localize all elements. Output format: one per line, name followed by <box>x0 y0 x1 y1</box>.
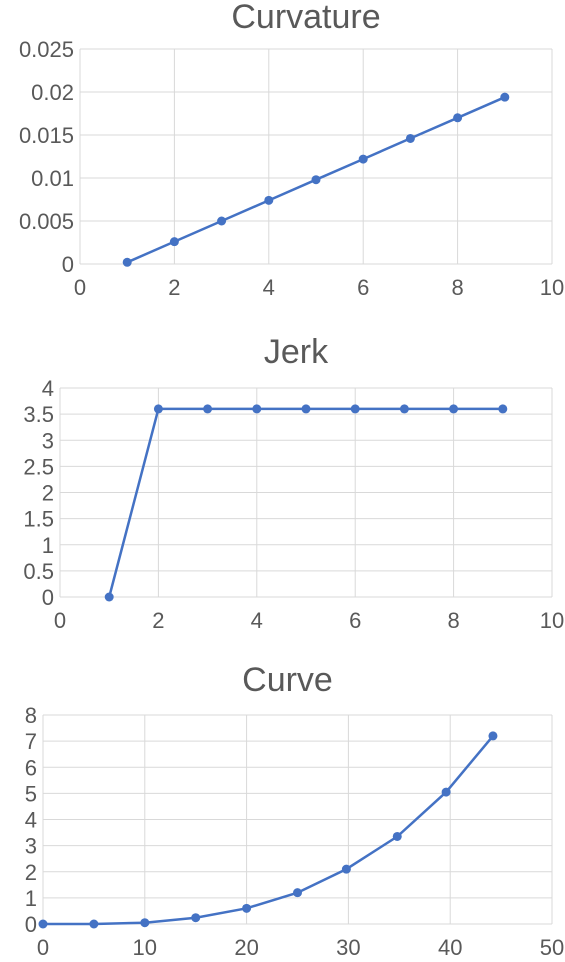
y-tick-label: 0.025 <box>19 37 74 62</box>
data-point <box>301 404 311 414</box>
chart-title: Curvature <box>231 0 380 36</box>
y-tick-label: 2 <box>42 481 54 506</box>
x-tick-label: 10 <box>540 608 564 633</box>
data-point <box>217 216 227 226</box>
x-tick-label: 2 <box>168 275 180 300</box>
data-point <box>252 404 262 414</box>
data-point <box>89 919 99 929</box>
data-point <box>498 404 508 414</box>
x-tick-label: 40 <box>438 935 462 958</box>
x-tick-label: 10 <box>133 935 157 958</box>
y-tick-label: 0.5 <box>23 559 54 584</box>
x-tick-label: 50 <box>540 935 564 958</box>
x-tick-label: 6 <box>349 608 361 633</box>
series-line <box>107 407 503 598</box>
y-tick-label: 5 <box>25 781 37 806</box>
data-point <box>341 864 351 874</box>
y-tick-label: 3 <box>25 834 37 859</box>
data-point <box>488 731 498 741</box>
y-tick-label: 0 <box>42 585 54 610</box>
x-tick-label: 0 <box>54 608 66 633</box>
y-tick-label: 3.5 <box>23 402 54 427</box>
data-point <box>203 404 213 414</box>
y-tick-label: 1 <box>42 533 54 558</box>
data-point <box>392 831 402 841</box>
data-point <box>38 919 48 929</box>
y-tick-label: 2 <box>25 860 37 885</box>
data-point <box>191 913 201 923</box>
data-point <box>169 237 179 247</box>
data-point <box>242 903 252 913</box>
series-line <box>43 735 494 926</box>
data-point <box>311 175 321 185</box>
y-tick-label: 4 <box>25 808 37 833</box>
y-tick-label: 1 <box>25 886 37 911</box>
y-tick-label: 3 <box>42 428 54 453</box>
x-tick-label: 0 <box>37 935 49 958</box>
x-tick-label: 8 <box>451 275 463 300</box>
y-tick-label: 7 <box>25 729 37 754</box>
x-tick-label: 4 <box>263 275 275 300</box>
data-point <box>122 257 132 267</box>
data-point <box>264 195 274 205</box>
y-tick-label: 4 <box>42 376 54 401</box>
x-tick-label: 10 <box>540 275 564 300</box>
x-tick-label: 6 <box>357 275 369 300</box>
y-tick-label: 1.5 <box>23 507 54 532</box>
y-tick-label: 0.015 <box>19 123 74 148</box>
y-tick-label: 8 <box>25 703 37 728</box>
data-point <box>104 592 114 602</box>
data-point <box>453 113 463 123</box>
data-point <box>399 404 409 414</box>
chart-curvature: Curvature 0 0.005 0.01 0.015 0.02 0.025 0 2 4 6 8 10 <box>19 0 564 300</box>
data-point <box>441 787 451 797</box>
y-tick-label: 0.01 <box>31 166 74 191</box>
data-point <box>153 404 163 414</box>
x-tick-label: 30 <box>336 935 360 958</box>
data-point <box>293 888 302 898</box>
x-tick-label: 2 <box>152 608 164 633</box>
data-point <box>405 133 415 143</box>
y-tick-label: 0 <box>62 252 74 277</box>
data-point <box>350 404 360 414</box>
chart-title: Curve <box>242 661 333 699</box>
y-tick-label: 6 <box>25 755 37 780</box>
y-tick-label: 0 <box>25 912 37 937</box>
data-point <box>449 404 459 414</box>
chart-title: Jerk <box>264 333 329 371</box>
y-tick-label: 0.005 <box>19 209 74 234</box>
x-tick-label: 4 <box>251 608 263 633</box>
data-point <box>500 92 510 102</box>
x-tick-label: 8 <box>447 608 459 633</box>
x-tick-label: 20 <box>234 935 258 958</box>
y-tick-label: 0.02 <box>31 80 74 105</box>
y-tick-label: 2.5 <box>23 454 54 479</box>
data-point <box>358 154 368 164</box>
x-tick-label: 0 <box>74 275 86 300</box>
data-point <box>140 918 150 928</box>
